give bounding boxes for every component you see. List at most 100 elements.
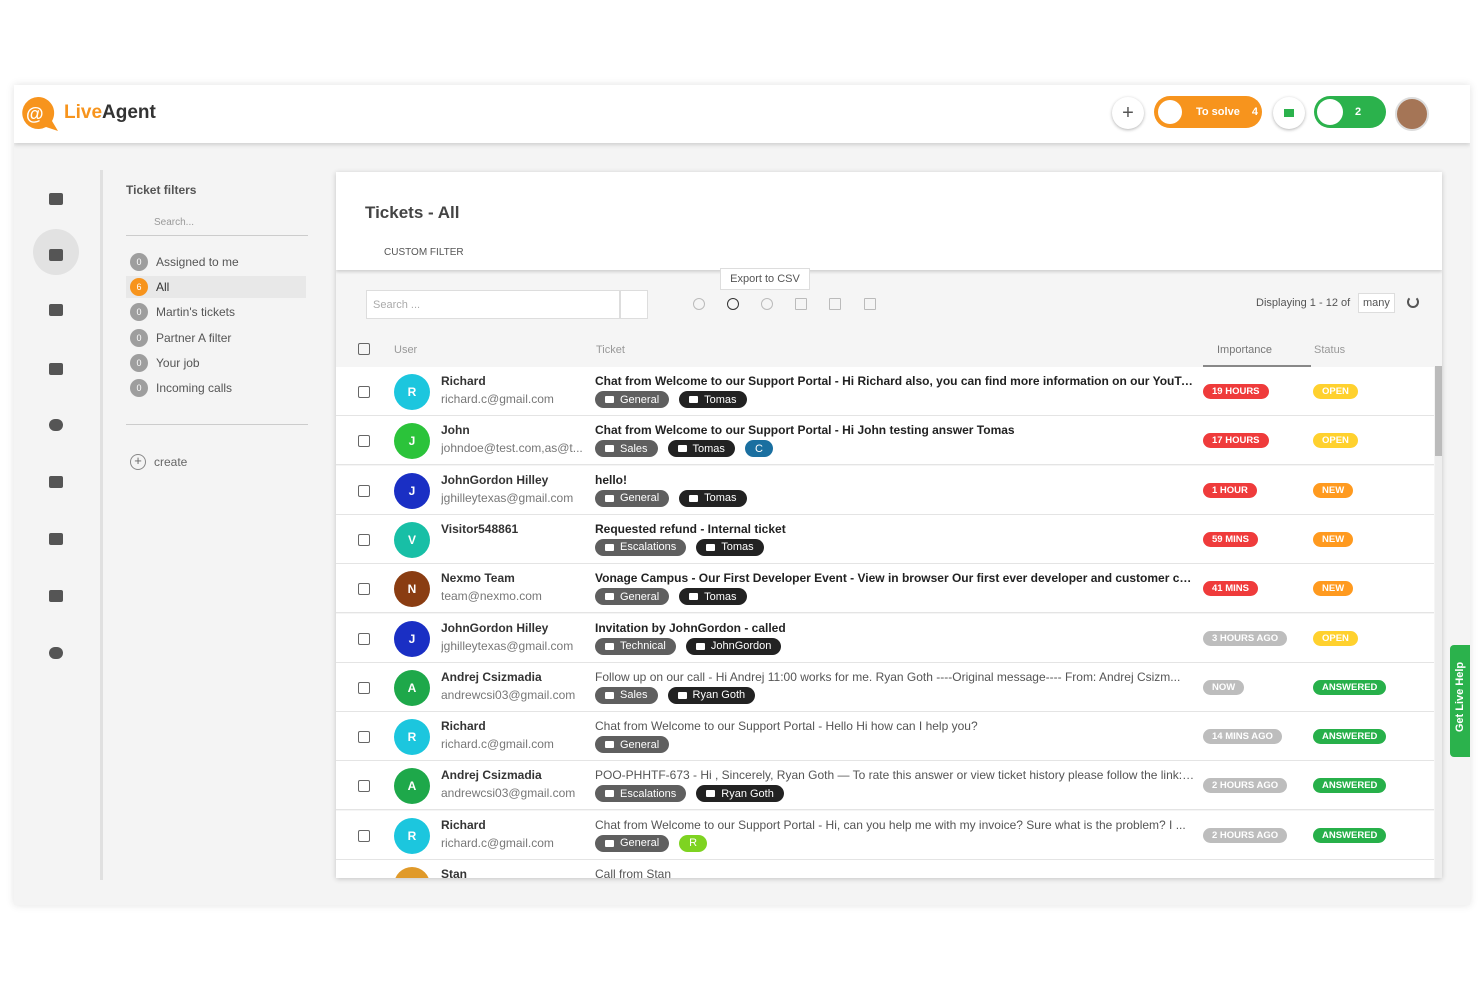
ticket-subject[interactable]: hello! [595, 472, 627, 487]
row-checkbox[interactable] [358, 435, 370, 448]
nav-icon[interactable] [49, 304, 63, 316]
nav-icon[interactable] [49, 647, 63, 659]
row-checkbox[interactable] [358, 386, 370, 398]
user-name: Stan [441, 867, 468, 878]
tag[interactable]: Sales [595, 686, 658, 704]
tag[interactable]: General [595, 489, 670, 507]
toolbar-icon[interactable] [727, 298, 739, 310]
tag[interactable]: General [595, 391, 670, 408]
ticket-row[interactable]: J JohnGordon Hilley jghilleytexas@gmail.co… [336, 613, 1434, 663]
refresh[interactable] [1407, 296, 1419, 308]
row-checkbox[interactable] [358, 829, 370, 842]
displaying-total[interactable]: many [1358, 293, 1395, 313]
col-ticket[interactable]: Ticket [596, 344, 625, 356]
row-checkbox[interactable] [358, 632, 370, 645]
ticket-row[interactable]: V Visitor548861 Requested refund - Interna… [336, 514, 1434, 564]
ticket-row[interactable]: J John johndoe@test.com,as@t... Chat from W… [336, 416, 1434, 466]
avatar: V [394, 521, 430, 558]
ticket-row[interactable]: A Andrej Csizmadia andrewcsi03@gmail.com PO… [336, 761, 1434, 811]
ticket-subject[interactable]: Invitation by JohnGordon - called [595, 620, 786, 635]
filter-item[interactable]: 0 Partner A filter [126, 327, 306, 349]
toolbar-icon[interactable] [829, 298, 841, 310]
tag[interactable]: Tomas [667, 440, 735, 458]
col-importance[interactable]: Importance [1203, 344, 1311, 367]
ticket-subject[interactable]: Chat from Welcome to our Support Portal … [595, 423, 1015, 438]
tag[interactable]: Tomas [679, 588, 747, 606]
tag[interactable]: Ryan Goth [667, 686, 756, 704]
tag[interactable]: General [595, 736, 670, 754]
ticket-row[interactable]: Stan Call from Stan [336, 860, 1434, 878]
ticket-subject[interactable]: Requested refund - Internal ticket [595, 521, 786, 536]
nav-icon[interactable] [49, 363, 63, 375]
avatar: A [394, 768, 430, 805]
nav-icon[interactable] [49, 590, 63, 602]
nav-icon[interactable] [49, 476, 63, 488]
nav-icon[interactable] [49, 419, 63, 431]
tag[interactable]: Ryan Goth [696, 785, 784, 803]
row-checkbox[interactable] [358, 583, 370, 596]
row-checkbox[interactable] [358, 484, 370, 497]
ticket-row[interactable]: J JohnGordon Hilley jghilleytexas@gmail.co… [336, 465, 1434, 515]
ticket-row[interactable]: A Andrej Csizmadia andrewcsi03@gmail.com Fo… [336, 662, 1434, 712]
ticket-row[interactable]: N Nexmo Team team@nexmo.com Vonage Campus -… [336, 564, 1434, 614]
tag[interactable]: Tomas [679, 391, 747, 408]
ticket-subject[interactable]: Call from Stan [595, 867, 672, 878]
toolbar-icon[interactable] [864, 298, 876, 310]
tag[interactable]: R [679, 834, 708, 852]
add-button[interactable]: + [1112, 97, 1144, 129]
col-status[interactable]: Status [1314, 344, 1346, 356]
row-checkbox[interactable] [358, 681, 370, 694]
tag[interactable]: Escalations [595, 785, 687, 803]
nav-icon[interactable] [49, 193, 63, 205]
filter-item[interactable]: 0 Assigned to me [126, 251, 306, 273]
nav-icon[interactable] [49, 533, 63, 545]
ticket-subject[interactable]: POO-PHHTF-673 - Hi , Sincerely, Ryan Got… [595, 768, 1195, 783]
ticket-subject[interactable]: Chat from Welcome to our Support Portal … [595, 817, 1186, 832]
chat-status[interactable] [1273, 97, 1305, 129]
status-badge: NEW [1313, 581, 1354, 597]
avatar: J [394, 620, 430, 657]
tag[interactable]: Escalations [595, 538, 687, 556]
toolbar-icon[interactable] [795, 298, 807, 310]
side-tab[interactable]: Get Live Help [1450, 645, 1470, 757]
tag[interactable]: General [595, 588, 670, 606]
tag[interactable]: Sales [595, 440, 658, 458]
filter-item[interactable]: 0 Martin's tickets [126, 301, 306, 323]
nav-icon[interactable] [49, 249, 63, 261]
row-checkbox[interactable] [358, 731, 370, 744]
filter-search[interactable]: Search... [126, 208, 308, 236]
search-button[interactable] [620, 290, 648, 319]
filter-label: All [156, 280, 170, 295]
filter-item[interactable]: 0 Incoming calls [126, 377, 306, 399]
filter-item[interactable]: 6 All [126, 276, 306, 299]
ticket-subject[interactable]: Follow up on our call - Hi Andrej 11:00 … [595, 669, 1181, 684]
ticket-subject[interactable]: Chat from Welcome to our Support Portal … [595, 719, 978, 734]
ticket-row[interactable]: R Richard richard.c@gmail.com Chat from Wel… [336, 367, 1434, 416]
select-all[interactable] [358, 343, 370, 355]
avatar: N [394, 571, 430, 608]
tag[interactable]: General [595, 834, 670, 852]
custom-filter[interactable]: CUSTOM FILTER [384, 247, 464, 258]
ticket-row[interactable]: R Richard richard.c@gmail.com Chat from Wel… [336, 810, 1434, 860]
ticket-row[interactable]: R Richard richard.c@gmail.com Chat from Wel… [336, 712, 1434, 762]
filter-item[interactable]: 0 Your job [126, 352, 306, 374]
ticket-subject[interactable]: Vonage Campus - Our First Developer Even… [595, 571, 1195, 586]
ticket-search[interactable]: Search ... [366, 290, 620, 319]
toolbar-icon[interactable] [693, 298, 705, 310]
tag[interactable]: C [744, 440, 773, 458]
tag[interactable]: Tomas [696, 538, 764, 556]
row-checkbox[interactable] [358, 533, 370, 546]
tag[interactable]: JohnGordon [685, 637, 782, 655]
user-avatar[interactable] [1395, 97, 1429, 131]
create-filter[interactable]: + create [130, 454, 187, 470]
toolbar-icon[interactable] [761, 298, 773, 310]
tag[interactable]: Technical [595, 637, 676, 655]
to-solve-button[interactable]: To solve 4 [1154, 96, 1262, 128]
call-status[interactable]: 2 [1314, 96, 1386, 128]
tag[interactable]: Tomas [679, 489, 747, 507]
logo-agent: Agent [102, 102, 156, 123]
ticket-subject[interactable]: Chat from Welcome to our Support Portal … [595, 374, 1195, 388]
col-user[interactable]: User [394, 344, 418, 356]
logo[interactable]: LiveAgent [64, 102, 156, 124]
row-checkbox[interactable] [358, 780, 370, 793]
